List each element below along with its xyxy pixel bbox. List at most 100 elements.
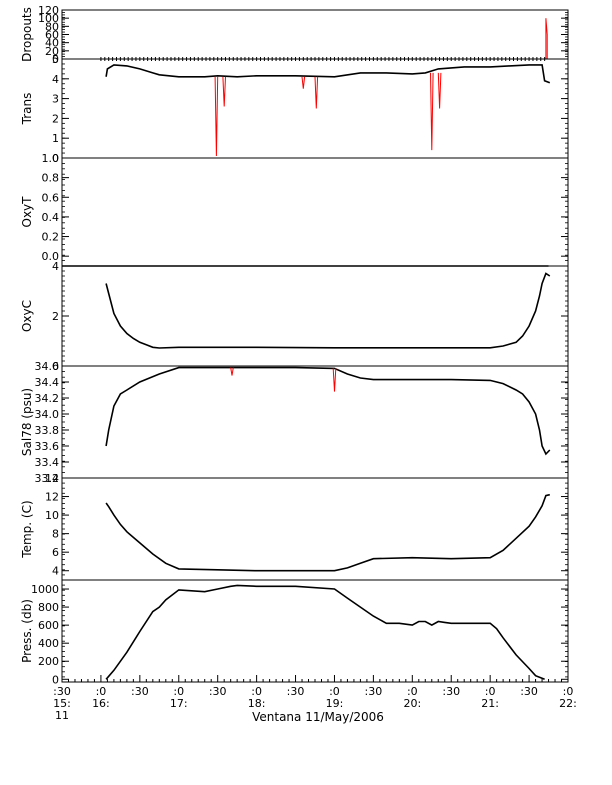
y-tick-label: 33.6 — [35, 440, 60, 453]
y-tick-label: 34.2 — [35, 392, 60, 405]
x-tick-label: :0 — [407, 685, 418, 698]
y-tick-label: 33.4 — [35, 456, 60, 469]
y-axis-label: Trans — [20, 93, 34, 126]
series-line — [105, 584, 545, 681]
x-tick-label: :0 — [96, 685, 107, 698]
y-tick-label: 14 — [45, 472, 59, 485]
panel-frame — [61, 477, 569, 581]
series-line — [105, 272, 551, 349]
x-tick-label: 16: — [92, 697, 110, 710]
panel-trans: 0 1 2 3 4 5 Trans — [20, 53, 569, 165]
chart-panels: 020406080100120Dropouts012345Trans0.00.2… — [20, 4, 569, 686]
x-tick-label: :30 — [365, 685, 383, 698]
x-tick-label: :30 — [287, 685, 305, 698]
x-tick-label: :0 — [329, 685, 340, 698]
series-spike — [230, 367, 234, 376]
x-tick-label: :30 — [53, 685, 71, 698]
y-tick-label: 4 — [52, 260, 59, 273]
panel-press: 0 200 400 600 800 1000 Press. (db) — [20, 579, 569, 686]
y-axis-label: Press. (db) — [20, 599, 34, 663]
y-tick-label: 0 — [52, 673, 59, 686]
panel-oxyc: 0 2 4 OxyC — [20, 260, 569, 373]
y-tick-label: 2 — [52, 112, 59, 125]
series-spike — [214, 76, 219, 157]
series-spike — [301, 76, 306, 89]
x-axis-label: Ventana 11/May/2006 — [252, 710, 384, 724]
series-spike — [437, 72, 442, 109]
y-tick-label: 800 — [38, 601, 59, 614]
x-tick-label: 15: — [53, 697, 71, 710]
panel-frame — [61, 265, 569, 367]
y-tick-label: 12 — [45, 491, 59, 504]
panel-temp: 4 6 8 10 12 14 Temp. (C) — [20, 472, 569, 581]
y-tick-label: 0.6 — [42, 191, 60, 204]
x-tick-label: 11 — [55, 709, 69, 722]
y-tick-label: 60 — [45, 29, 59, 42]
y-tick-label: 8 — [52, 528, 59, 541]
x-tick-label: 18: — [248, 697, 266, 710]
y-tick-label: 0.2 — [42, 231, 60, 244]
y-tick-label: 34.0 — [35, 408, 60, 421]
x-tick-label: :30 — [131, 685, 149, 698]
series-spike — [222, 76, 226, 107]
series-spike — [314, 76, 319, 109]
y-tick-label: 6 — [52, 546, 59, 559]
y-tick-label: 200 — [38, 655, 59, 668]
x-tick-label: :0 — [485, 685, 496, 698]
y-tick-label: 0 — [52, 360, 59, 373]
panel-frame — [61, 579, 569, 683]
y-tick-label: 0.0 — [42, 250, 60, 263]
y-tick-label: 34.4 — [35, 376, 60, 389]
panel-frame — [61, 157, 569, 267]
y-tick-label: 40 — [45, 37, 59, 50]
x-axis: :3015:11:016::30:017::30:018::30:019::30… — [53, 675, 577, 722]
panel-oxyt: 0.0 0.2 0.4 0.6 0.8 1.0 OxyT — [20, 152, 569, 267]
y-tick-label: 0.8 — [42, 172, 60, 185]
y-tick-label: 80 — [45, 20, 59, 33]
series-spike — [332, 368, 337, 392]
y-tick-label: 1.0 — [42, 152, 60, 165]
x-tick-label: :30 — [442, 685, 460, 698]
x-tick-label: 19: — [326, 697, 344, 710]
panel-sal: 33.2 33.4 33.6 33.8 34.0 34.2 34.4 34.6 Sal78 (p… — [20, 360, 569, 485]
x-tick-label: :30 — [520, 685, 538, 698]
x-tick-label: 20: — [403, 697, 421, 710]
x-tick-label: 17: — [170, 697, 188, 710]
panel-frame — [61, 9, 569, 60]
y-tick-label: 400 — [38, 637, 59, 650]
y-tick-label: 0 — [52, 53, 59, 66]
x-tick-label: :0 — [173, 685, 184, 698]
y-axis-label: OxyC — [20, 300, 34, 332]
y-tick-label: 33.2 — [35, 472, 60, 485]
x-tick-label: 21: — [481, 697, 499, 710]
series-line — [105, 64, 551, 84]
y-tick-label: 120 — [38, 4, 59, 17]
y-tick-label: 4 — [52, 73, 59, 86]
y-tick-label: 1000 — [31, 583, 59, 596]
y-tick-label: 33.8 — [35, 424, 60, 437]
y-tick-label: 600 — [38, 619, 59, 632]
x-tick-label: :0 — [563, 685, 574, 698]
series-line — [105, 493, 550, 572]
series-spike — [430, 72, 434, 151]
y-tick-label: 5 — [52, 53, 59, 66]
y-axis-label: Dropouts — [20, 7, 34, 62]
y-tick-label: 34.6 — [35, 360, 60, 373]
panel-frame — [61, 58, 569, 159]
x-tick-label: :0 — [251, 685, 262, 698]
series-line — [105, 366, 551, 456]
y-tick-label: 10 — [45, 509, 59, 522]
x-tick-label: :30 — [209, 685, 227, 698]
y-tick-label: 0 — [52, 152, 59, 165]
y-axis-label: Sal78 (psu) — [20, 388, 34, 456]
y-axis-label: Temp. (C) — [20, 500, 34, 558]
y-tick-label: 20 — [45, 45, 59, 58]
y-axis-label: OxyT — [20, 196, 34, 228]
y-tick-label: 2 — [52, 310, 59, 323]
y-tick-label: 1 — [52, 132, 59, 145]
y-tick-label: 4 — [52, 565, 59, 578]
x-tick-label: 22: — [559, 697, 577, 710]
y-tick-label: 0.4 — [42, 211, 60, 224]
